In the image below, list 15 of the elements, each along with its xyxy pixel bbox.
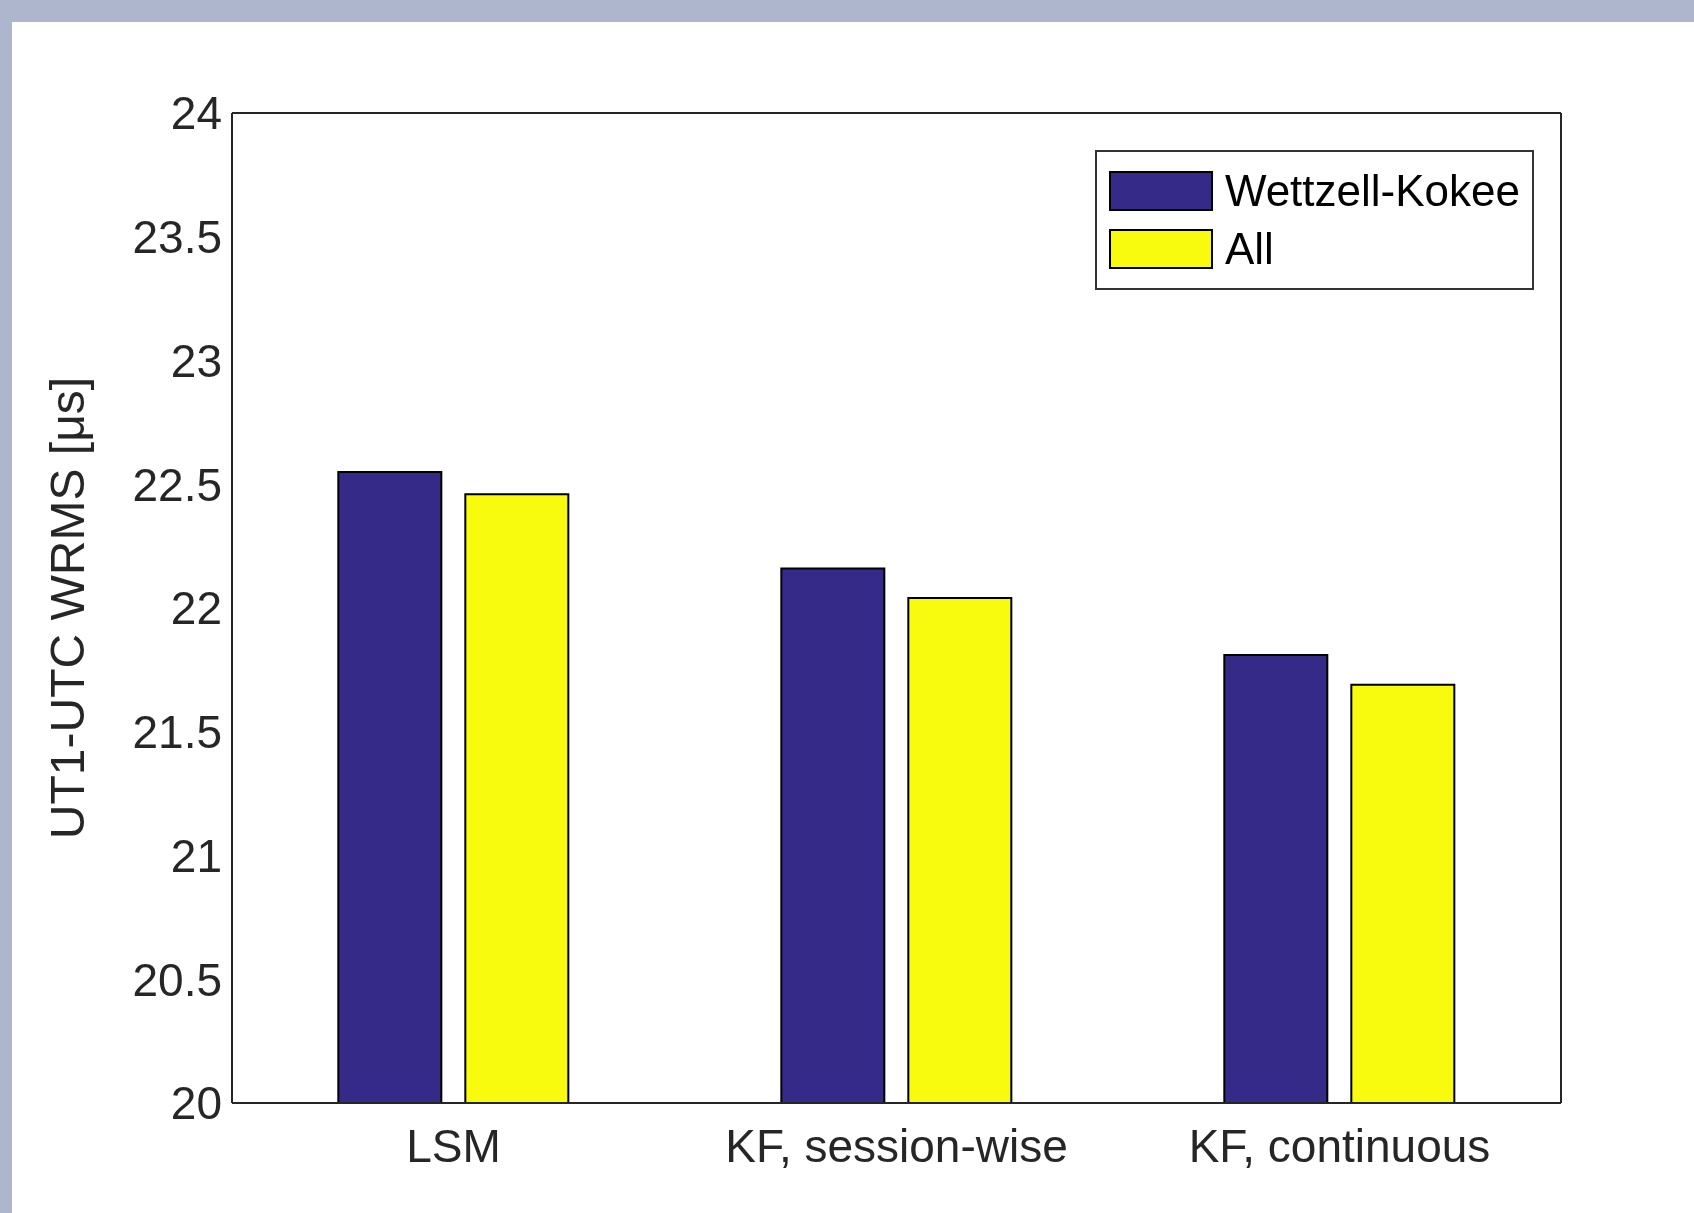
- y-tick-label: 21.5: [132, 706, 222, 759]
- x-tick-label: KF, continuous: [1188, 1119, 1491, 1172]
- y-tick-label: 22: [170, 582, 222, 635]
- y-tick-label: 24: [170, 87, 222, 140]
- y-tick-label: 22.5: [132, 458, 222, 511]
- legend-label: Wettzell-Kokee: [1224, 166, 1520, 216]
- y-axis-title: UT1-UTC WRMS [μs]: [41, 376, 95, 840]
- y-tick-label: 23: [170, 334, 222, 387]
- y-tick-label: 21: [170, 829, 222, 882]
- x-tick-label: KF, session-wise: [725, 1119, 1068, 1172]
- x-tick-label: LSM: [406, 1119, 501, 1172]
- y-tick-label: 23.5: [132, 211, 222, 264]
- y-tick-label: 20: [170, 1077, 222, 1130]
- legend-label: All: [1224, 224, 1274, 274]
- y-tick-label: 20.5: [132, 953, 222, 1006]
